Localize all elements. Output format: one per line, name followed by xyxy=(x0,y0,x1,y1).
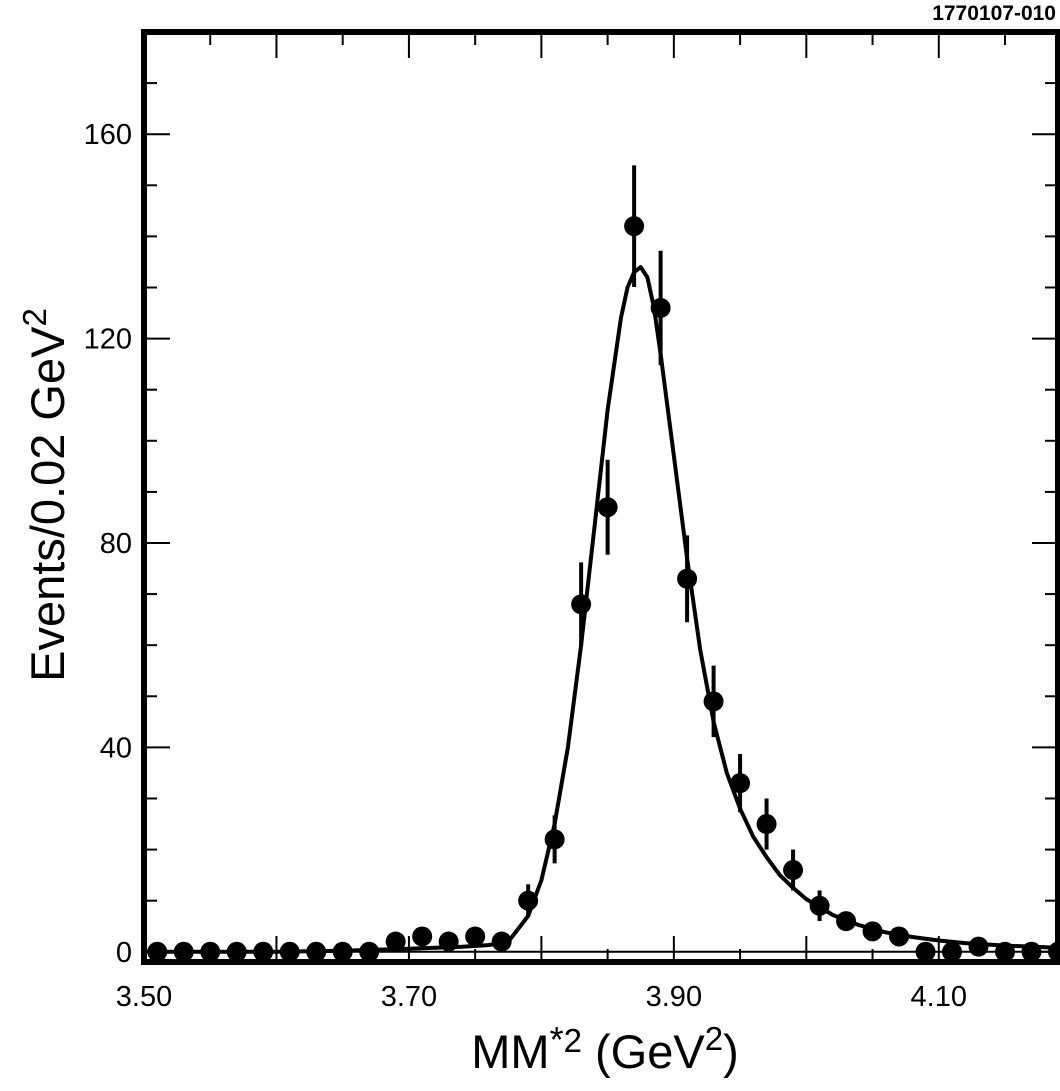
x-tick-label: 4.10 xyxy=(911,981,967,1013)
y-axis-title-base: Events/0.02 GeV xyxy=(21,326,74,682)
y-tick-label: 0 xyxy=(116,937,132,969)
fit-curve xyxy=(144,265,1059,954)
data-point xyxy=(200,941,221,962)
data-point xyxy=(995,941,1016,962)
x-axis-title-unit: (GeV xyxy=(582,1025,705,1078)
data-point xyxy=(756,814,777,835)
fit-curve-layer xyxy=(144,265,1059,954)
x-axis-title-star: * xyxy=(550,1019,564,1060)
x-axis-title-exp1: 2 xyxy=(564,1022,582,1059)
axis-tick-labels: 3.50 3.70 3.90 4.10 0 40 80 120 160 xyxy=(84,119,967,1013)
data-point xyxy=(650,297,671,318)
data-point xyxy=(518,890,539,911)
data-point xyxy=(862,921,883,942)
x-tick-label: 3.90 xyxy=(646,981,702,1013)
data-point xyxy=(1021,941,1042,962)
data-point xyxy=(677,568,698,589)
y-tick-label: 40 xyxy=(100,732,132,764)
data-point xyxy=(730,773,751,794)
data-point xyxy=(359,941,380,962)
data-point xyxy=(332,941,353,962)
x-tick-label: 3.70 xyxy=(381,981,437,1013)
data-point xyxy=(491,931,512,952)
y-tick-label: 120 xyxy=(84,324,132,356)
data-point xyxy=(226,941,247,962)
data-point xyxy=(836,911,857,932)
data-point xyxy=(942,941,963,962)
x-tick-label: 3.50 xyxy=(116,981,172,1013)
data-point xyxy=(173,941,194,962)
data-point xyxy=(544,829,565,850)
data-point xyxy=(624,216,645,237)
data-point xyxy=(783,860,804,881)
x-axis-title-base: MM xyxy=(471,1025,549,1078)
data-point xyxy=(385,931,406,952)
data-points-layer xyxy=(147,165,1060,962)
y-tick-label: 160 xyxy=(84,119,132,151)
data-point xyxy=(465,926,486,947)
x-axis-title-exp2: 2 xyxy=(705,1020,723,1057)
y-axis-title-exp: 2 xyxy=(16,308,53,326)
x-axis-title-close: ) xyxy=(723,1025,739,1078)
data-point xyxy=(438,931,459,952)
data-point xyxy=(809,895,830,916)
y-axis-title: Events/0.02 GeV2 xyxy=(16,308,74,682)
axis-ticks xyxy=(143,32,1058,962)
x-axis-title: MM*2 (GeV2) xyxy=(471,1019,738,1078)
data-point xyxy=(968,936,989,957)
data-point xyxy=(889,926,910,947)
data-point xyxy=(412,926,433,947)
plot-frame xyxy=(141,29,1060,965)
data-point xyxy=(306,941,327,962)
data-point xyxy=(571,594,592,615)
data-point xyxy=(703,691,724,712)
data-point xyxy=(597,497,618,518)
data-point xyxy=(253,941,274,962)
data-point xyxy=(147,941,168,962)
figure-id: 1770107-010 xyxy=(932,2,1056,25)
data-point xyxy=(279,941,300,962)
y-tick-label: 80 xyxy=(100,528,132,560)
data-point xyxy=(915,941,936,962)
